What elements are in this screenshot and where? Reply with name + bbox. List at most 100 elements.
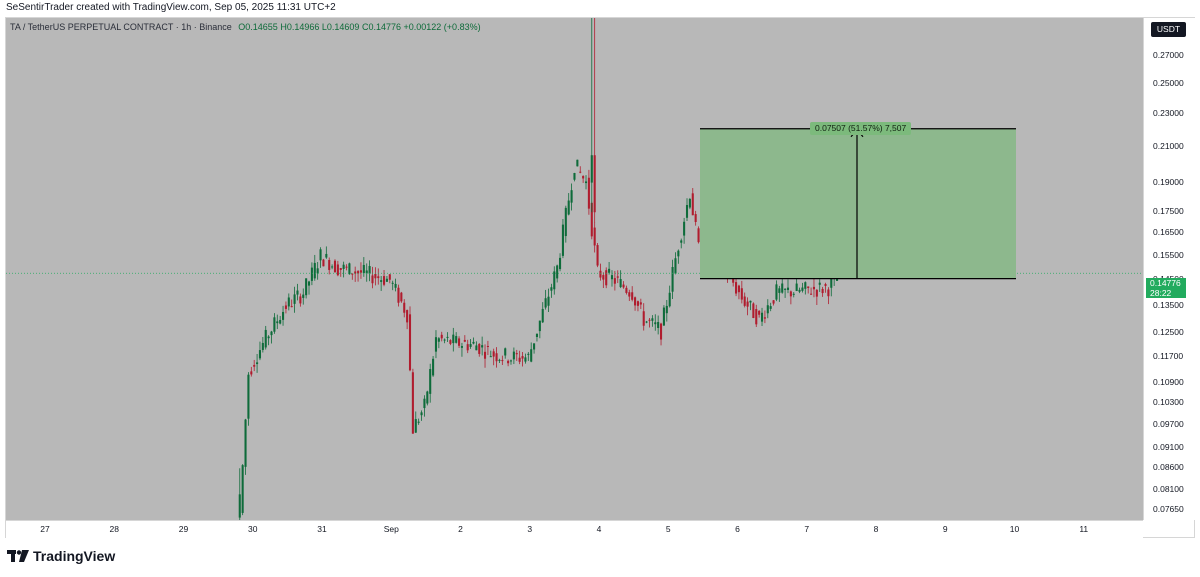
candle-body xyxy=(258,350,262,359)
candle-body xyxy=(691,193,694,216)
candle-body xyxy=(267,336,270,339)
candle-body xyxy=(778,288,781,293)
candle-body xyxy=(752,303,755,318)
candle-body xyxy=(486,345,489,347)
candle-body xyxy=(567,200,570,215)
candle-body xyxy=(455,336,458,343)
candle-body xyxy=(498,359,501,361)
candle-body xyxy=(671,267,674,292)
candle-body xyxy=(420,412,423,416)
candle-body xyxy=(582,176,585,179)
candle-body xyxy=(391,282,394,284)
candle-body xyxy=(276,321,279,324)
candle-body xyxy=(483,351,487,359)
price-tick-label: 0.12500 xyxy=(1153,327,1184,338)
candle-body xyxy=(518,357,521,362)
candle-body xyxy=(296,290,299,295)
time-tick-label: 5 xyxy=(665,524,671,534)
candle-body xyxy=(290,306,293,308)
candle-body xyxy=(683,221,686,236)
candle-body xyxy=(507,360,510,364)
current-price-badge: 0.14776 28:22 xyxy=(1146,278,1186,298)
candle-body xyxy=(634,297,637,306)
chart-plot-area[interactable] xyxy=(6,18,1143,520)
candle-body xyxy=(351,273,354,275)
time-tick-label: 11 xyxy=(1079,524,1089,534)
candle-body xyxy=(382,276,386,285)
candle-body xyxy=(625,287,628,293)
candle-body xyxy=(403,302,406,313)
candle-body xyxy=(804,282,807,289)
candle-body xyxy=(504,348,507,356)
candle-body xyxy=(642,311,645,326)
candle-body xyxy=(677,250,680,257)
candle-body xyxy=(452,334,455,344)
candle-body xyxy=(573,172,576,180)
candle-body xyxy=(495,353,498,362)
time-tick-label: Sep xyxy=(383,524,399,534)
candle-body xyxy=(616,276,619,278)
candle-body xyxy=(466,344,469,351)
price-tick-label: 0.21000 xyxy=(1153,140,1184,151)
candle-body xyxy=(824,284,827,286)
candle-body xyxy=(570,190,573,203)
candle-body xyxy=(576,159,579,167)
candle-body xyxy=(760,312,764,322)
candle-body xyxy=(426,391,429,404)
candle-body xyxy=(406,310,409,323)
candle-body xyxy=(622,284,625,288)
legend-close: C0.14776 xyxy=(361,22,401,32)
candle-body xyxy=(737,285,740,293)
legend-high: H0.14966 xyxy=(280,22,320,32)
time-tick-label: 4 xyxy=(596,524,602,534)
candle-body xyxy=(310,267,313,281)
candle-body xyxy=(348,263,351,275)
price-axis[interactable]: 0.290000.270000.250000.230000.210000.190… xyxy=(1143,18,1195,520)
candle-body xyxy=(792,293,795,295)
candle-body xyxy=(357,271,360,274)
candle-body xyxy=(469,344,472,347)
candle-body xyxy=(605,270,608,286)
symbol-title: TA / TetherUS PERPETUAL CONTRACT · 1h · … xyxy=(10,22,232,32)
price-tick-label: 0.09700 xyxy=(1153,418,1184,429)
candle-body xyxy=(657,322,660,328)
candle-body xyxy=(345,266,348,268)
candle-body xyxy=(342,264,345,269)
candle-body xyxy=(608,268,611,273)
price-tick-label: 0.15500 xyxy=(1153,249,1184,260)
target-zone[interactable] xyxy=(700,128,1016,279)
candle-body xyxy=(697,228,700,243)
candle-body xyxy=(550,287,553,291)
candle-body xyxy=(789,291,792,297)
time-tick-label: 29 xyxy=(178,524,189,534)
candle-body xyxy=(359,270,362,273)
candle-body xyxy=(279,319,282,324)
candle-body xyxy=(818,282,821,285)
candle-body xyxy=(374,273,377,279)
candle-body xyxy=(463,339,466,342)
candle-body xyxy=(763,317,766,319)
candle-body xyxy=(319,249,322,261)
candle-body xyxy=(302,294,305,298)
candle-body xyxy=(478,343,481,354)
time-axis[interactable]: 27 28 29 30 31 Sep 2 3 4 5 6 7 8 9 10 11 xyxy=(6,520,1143,538)
price-tick-label: 0.08100 xyxy=(1153,483,1184,494)
candle-body xyxy=(636,301,639,306)
candle-body xyxy=(596,245,599,266)
candle-body xyxy=(743,296,746,306)
candle-body xyxy=(284,305,287,309)
candle-body xyxy=(238,494,241,518)
candle-body xyxy=(408,314,412,371)
candle-body xyxy=(561,224,564,256)
candle-body xyxy=(515,353,518,355)
candle-body xyxy=(371,275,374,284)
currency-badge[interactable]: USDT xyxy=(1151,22,1186,37)
candle-body xyxy=(434,337,438,352)
time-tick-label: 2 xyxy=(458,524,463,534)
candle-body xyxy=(535,333,539,337)
created-by-line: SeSentirTrader created with TradingView.… xyxy=(6,2,336,13)
time-tick-label: 10 xyxy=(1009,524,1020,534)
price-tick-label: 0.09100 xyxy=(1153,441,1184,452)
candle-body xyxy=(388,274,391,280)
candle-body xyxy=(365,270,368,274)
